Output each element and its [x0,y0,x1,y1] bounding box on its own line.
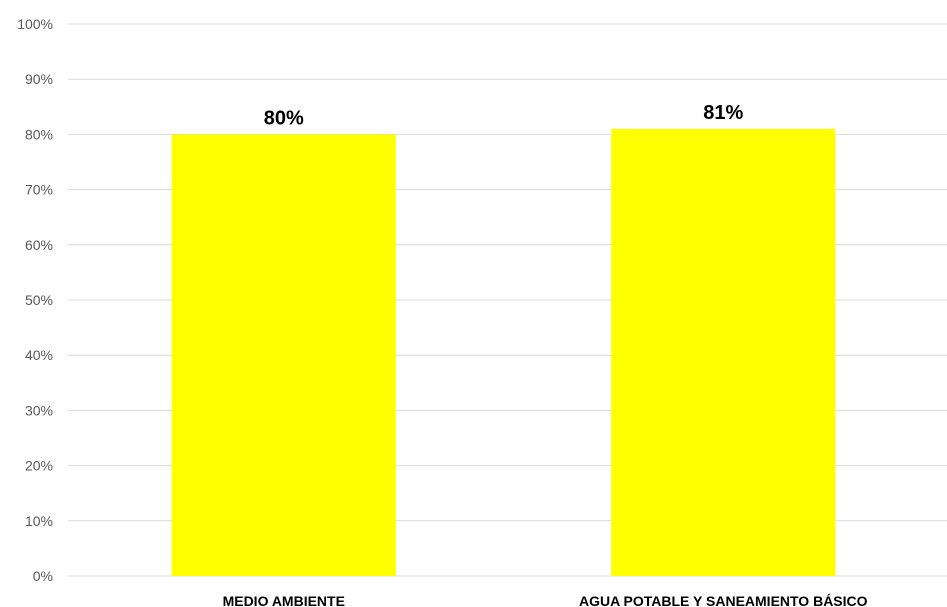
bar [172,134,396,576]
category-label: MEDIO AMBIENTE [223,593,345,607]
bar [611,129,835,576]
x-axis-category-labels: MEDIO AMBIENTE AGUA POTABLE Y SANEAMIENTO… [223,593,868,607]
y-tick-label: 10% [25,513,53,529]
y-tick-label: 90% [25,71,53,87]
y-tick-label: 100% [17,16,53,32]
y-tick-label: 80% [25,126,53,142]
data-labels: 80% 81% [264,102,744,130]
bars [172,129,836,576]
y-axis-tick-labels: 0% 10% 20% 30% 40% 50% 60% 70% 80% 90% 100% [17,16,53,584]
y-tick-label: 20% [25,458,53,474]
y-tick-label: 30% [25,402,53,418]
data-label: 81% [703,102,743,124]
data-label: 80% [264,107,304,129]
y-tick-label: 0% [33,568,53,584]
y-tick-label: 40% [25,347,53,363]
y-tick-label: 70% [25,182,53,198]
category-label: AGUA POTABLE Y SANEAMIENTO BÁSICO [579,593,868,607]
y-tick-label: 60% [25,237,53,253]
y-tick-label: 50% [25,292,53,308]
